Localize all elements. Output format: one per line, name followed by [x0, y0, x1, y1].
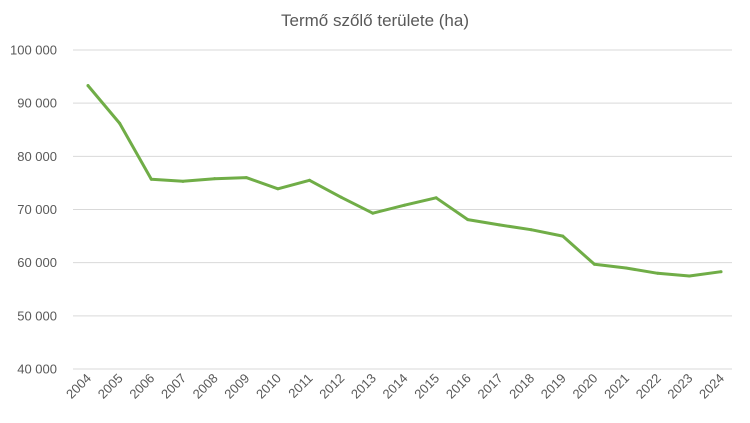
x-tick-label: 2007 [158, 371, 189, 402]
x-axis-tick-labels: 2004 2005 2006 2007 2008 2009 2010 2011 2012 2013… [63, 371, 727, 402]
data-point [371, 211, 375, 215]
data-point [308, 178, 312, 182]
x-tick-label: 2004 [63, 371, 94, 402]
data-point [529, 228, 533, 232]
data-point [276, 187, 280, 191]
x-tick-label: 2022 [633, 371, 664, 402]
x-tick-label: 2019 [538, 371, 569, 402]
data-point [181, 179, 185, 183]
y-tick-label: 70 000 [17, 202, 57, 217]
data-point [86, 84, 90, 88]
data-point [719, 270, 723, 274]
y-tick-label: 40 000 [17, 362, 57, 377]
x-tick-label: 2011 [285, 371, 315, 401]
y-axis-tick-labels: 40 000 50 000 60 000 70 000 80 000 90 000 100 … [10, 43, 57, 377]
x-tick-label: 2023 [664, 371, 695, 402]
data-point [592, 262, 596, 266]
x-tick-label: 2017 [475, 371, 506, 402]
x-tick-label: 2024 [696, 371, 727, 402]
x-tick-label: 2021 [601, 371, 632, 402]
data-point [149, 177, 153, 181]
data-point [687, 274, 691, 278]
chart-title: Termő szőlő területe (ha) [281, 11, 469, 30]
data-point [656, 271, 660, 275]
series-layer [86, 84, 723, 278]
data-point [244, 176, 248, 180]
y-tick-label: 50 000 [17, 308, 57, 323]
data-point [339, 195, 343, 199]
x-tick-label: 2008 [190, 371, 221, 402]
data-point [213, 177, 217, 181]
data-point [466, 218, 470, 222]
data-point [624, 266, 628, 270]
x-tick-label: 2014 [380, 371, 411, 402]
data-point [434, 196, 438, 200]
data-point [561, 234, 565, 238]
x-tick-label: 2018 [506, 371, 537, 402]
x-tick-label: 2015 [411, 371, 442, 402]
x-tick-label: 2005 [95, 371, 126, 402]
data-point [118, 121, 122, 125]
y-tick-label: 80 000 [17, 149, 57, 164]
x-tick-label: 2009 [221, 371, 252, 402]
data-point [403, 203, 406, 207]
x-tick-label: 2020 [569, 371, 600, 402]
data-point [497, 223, 501, 227]
x-tick-label: 2006 [126, 371, 157, 402]
x-tick-label: 2010 [253, 371, 284, 402]
x-tick-label: 2016 [443, 371, 474, 402]
x-tick-label: 2012 [316, 371, 347, 402]
x-tick-label: 2013 [348, 371, 379, 402]
gridlines [73, 49, 732, 370]
y-tick-label: 100 000 [10, 43, 57, 58]
y-tick-label: 60 000 [17, 255, 57, 270]
y-tick-label: 90 000 [17, 96, 57, 111]
